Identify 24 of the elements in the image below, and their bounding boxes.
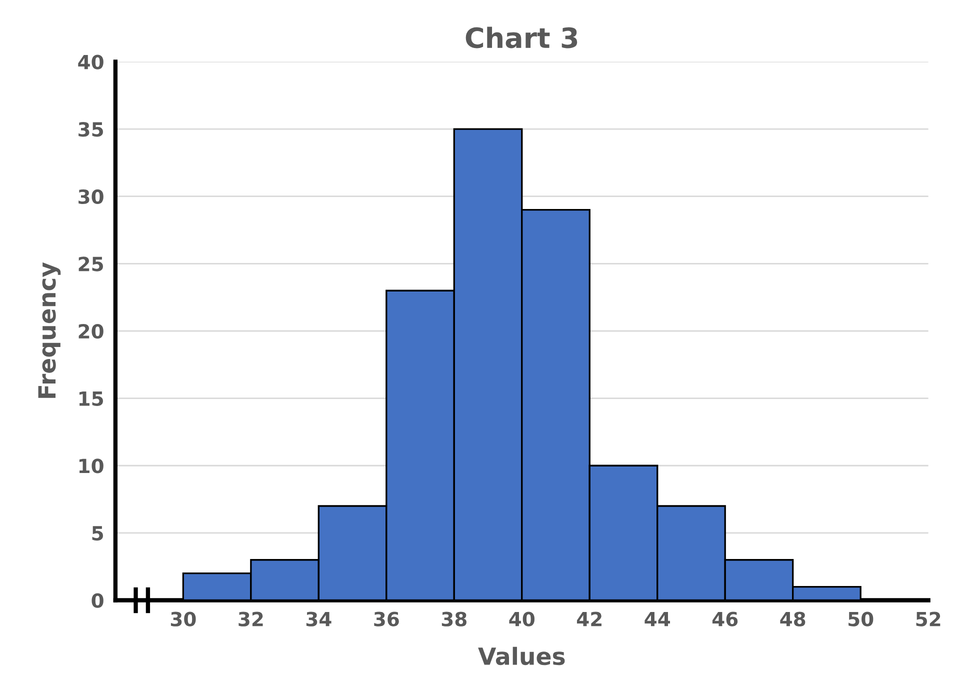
x-axis-title: Values [478, 646, 565, 666]
x-tick-label: 38 [442, 612, 466, 626]
y-tick-label: 5 [92, 526, 103, 541]
x-tick-label: 30 [170, 612, 196, 626]
x-tick-label: 50 [848, 612, 874, 626]
x-tick-label: 40 [509, 612, 534, 626]
x-tick-label: 36 [374, 612, 399, 626]
x-tick-label: 52 [916, 612, 940, 626]
x-tick-label: 34 [306, 612, 332, 626]
y-tick-label: 10 [79, 458, 104, 474]
x-tick-label: 44 [644, 612, 670, 626]
y-axis-title: Frequency [38, 262, 61, 398]
chart-title: Chart 3 [466, 26, 578, 48]
y-tick-label: 25 [78, 256, 103, 272]
y-tick-label: 20 [78, 324, 104, 339]
x-tick-label: 48 [780, 612, 806, 626]
y-tick-label: 35 [78, 122, 103, 137]
x-tick-label: 32 [238, 612, 263, 626]
y-tick-label: 30 [78, 189, 104, 204]
x-tick-label: 46 [712, 612, 738, 626]
x-tick-label: 42 [576, 612, 602, 626]
y-tick-label: 0 [92, 593, 104, 608]
y-tick-label: 40 [78, 54, 104, 70]
y-tick-label: 15 [79, 392, 103, 406]
